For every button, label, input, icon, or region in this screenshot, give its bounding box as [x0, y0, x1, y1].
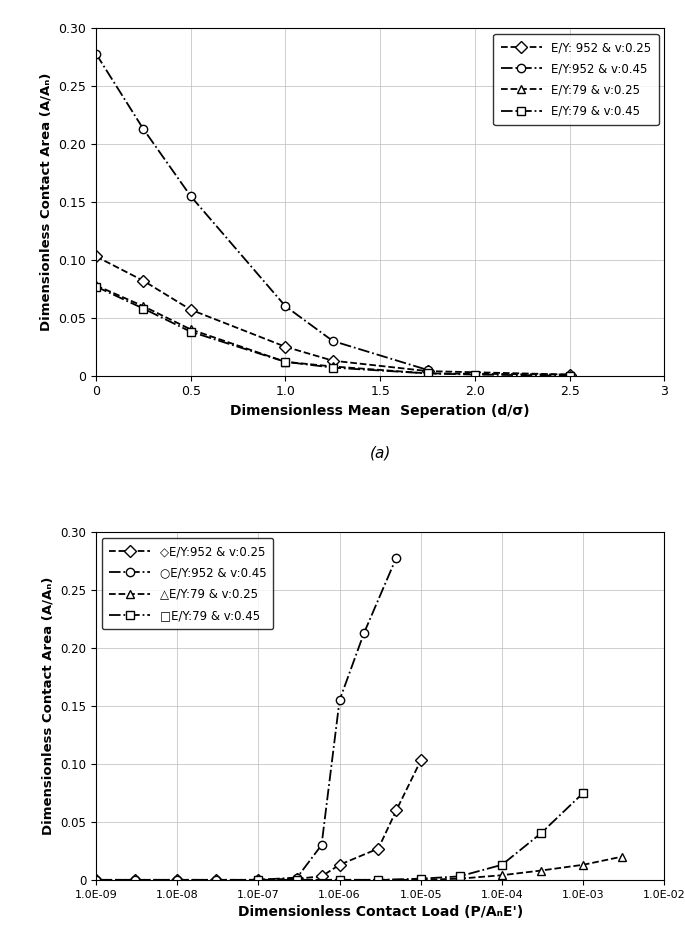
- Legend: E/Y: 952 & v:0.25, E/Y:952 & v:0.45, E/Y:79 & v:0.25, E/Y:79 & v:0.45: E/Y: 952 & v:0.25, E/Y:952 & v:0.45, E/Y…: [493, 34, 658, 124]
- X-axis label: Dimensionless Mean  Seperation (d/σ): Dimensionless Mean Seperation (d/σ): [230, 404, 530, 418]
- X-axis label: Dimensionless Contact Load (P/AₙE'): Dimensionless Contact Load (P/AₙE'): [238, 905, 523, 919]
- Text: (a): (a): [369, 446, 391, 461]
- Y-axis label: Dimensionless Contact Area (A/Aₙ): Dimensionless Contact Area (A/Aₙ): [42, 577, 55, 835]
- Y-axis label: Dimensionless Contact Area (A/Aₙ): Dimensionless Contact Area (A/Aₙ): [40, 73, 53, 331]
- Legend: ◇E/Y:952 & v:0.25, ○E/Y:952 & v:0.45, △E/Y:79 & v:0.25, □E/Y:79 & v:0.45: ◇E/Y:952 & v:0.25, ○E/Y:952 & v:0.45, △E…: [102, 538, 273, 629]
